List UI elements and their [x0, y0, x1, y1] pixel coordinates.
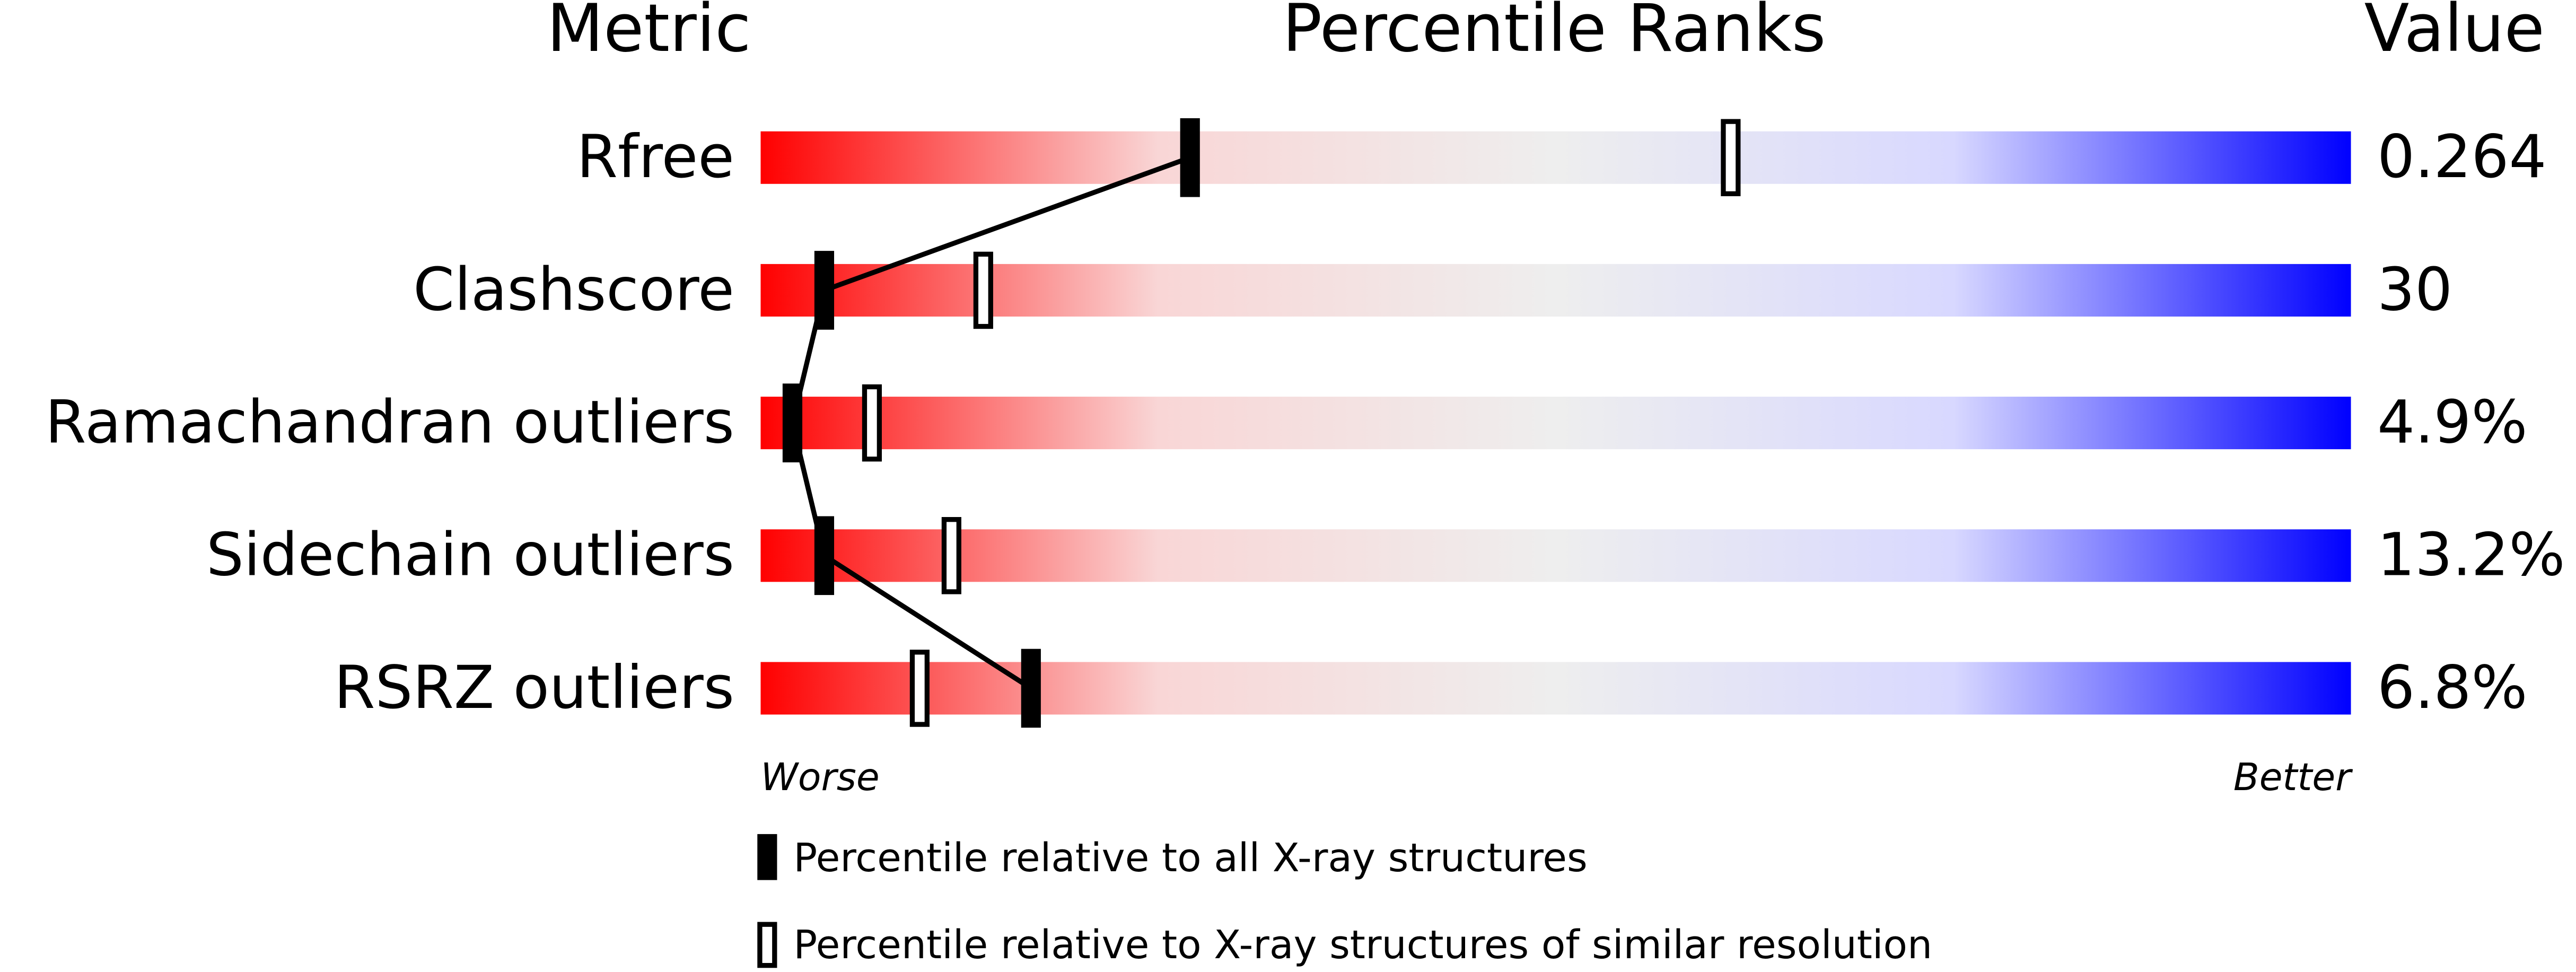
relative-marker	[973, 251, 993, 329]
header-percentile: Percentile Ranks	[1282, 0, 1826, 67]
metric-label: Clashscore	[413, 256, 734, 324]
relative-marker	[1721, 119, 1741, 197]
metric-value: 0.264	[2377, 123, 2546, 191]
relative-marker	[909, 650, 930, 727]
legend-label: Percentile relative to X-ray structures …	[793, 922, 1932, 968]
metric-value: 30	[2377, 256, 2452, 324]
header-value: Value	[2364, 0, 2545, 67]
legend-label: Percentile relative to all X-ray structu…	[793, 835, 1587, 881]
absolute-marker	[814, 516, 835, 596]
absolute-marker	[1180, 118, 1200, 197]
percentile-bar	[760, 397, 2351, 450]
metric-value: 13.2%	[2377, 521, 2565, 590]
metric-value: 6.8%	[2377, 654, 2527, 722]
metric-label: Rfree	[576, 123, 734, 191]
header-metric: Metric	[547, 0, 751, 67]
absolute-marker	[1021, 649, 1041, 728]
metric-label: Sidechain outliers	[206, 521, 734, 590]
legend-swatch-relative	[757, 922, 777, 968]
percentile-bar	[760, 529, 2351, 582]
percentile-bar	[760, 131, 2351, 184]
percentile-bar	[760, 264, 2351, 317]
metric-value: 4.9%	[2377, 389, 2527, 457]
relative-marker	[862, 384, 882, 462]
absolute-marker	[814, 251, 835, 330]
absolute-marker	[782, 383, 803, 462]
better-label: Better	[2233, 755, 2353, 799]
worse-label: Worse	[760, 755, 879, 799]
metric-label: RSRZ outliers	[334, 654, 734, 722]
relative-marker	[941, 517, 961, 594]
legend-swatch-absolute	[757, 834, 777, 880]
metric-label: Ramachandran outliers	[45, 389, 734, 457]
